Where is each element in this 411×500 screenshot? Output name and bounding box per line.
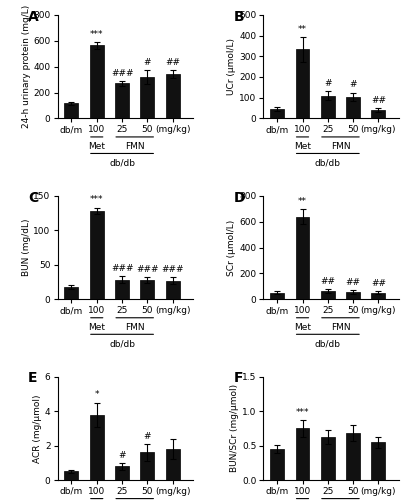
Text: FMN: FMN (331, 323, 350, 332)
Bar (296, 49, 309, 118)
Bar (90, 46, 104, 118)
Text: #: # (349, 80, 357, 90)
Text: ##: ## (371, 96, 386, 105)
Bar (372, 442, 386, 480)
Bar (65, 472, 79, 480)
Bar (141, 280, 154, 299)
Text: ##: ## (320, 278, 335, 286)
Bar (346, 96, 360, 118)
Bar (90, 414, 104, 480)
Text: A: A (28, 10, 39, 24)
Bar (296, 428, 309, 480)
Bar (65, 104, 79, 118)
Bar (65, 287, 79, 299)
Text: db/db: db/db (109, 340, 135, 348)
Text: Met: Met (88, 142, 105, 151)
Text: db/db: db/db (315, 158, 341, 168)
Y-axis label: 24-h urinary protein (mg/L): 24-h urinary protein (mg/L) (21, 5, 30, 128)
Bar (270, 109, 284, 118)
Text: #: # (143, 58, 151, 67)
Text: ##: ## (165, 58, 180, 67)
Bar (166, 280, 180, 299)
Bar (296, 216, 309, 299)
Text: #: # (324, 80, 332, 88)
Text: db/db: db/db (315, 340, 341, 348)
Bar (90, 211, 104, 299)
Text: F: F (233, 372, 243, 386)
Text: ##: ## (371, 279, 386, 288)
Y-axis label: UCr (μmol/L): UCr (μmol/L) (227, 38, 236, 95)
Y-axis label: SCr (μmol/L): SCr (μmol/L) (227, 220, 236, 276)
Y-axis label: ACR (mg/μmol): ACR (mg/μmol) (33, 394, 42, 462)
Text: #: # (118, 450, 126, 460)
Text: ###: ### (162, 265, 184, 274)
Text: **: ** (298, 24, 307, 34)
Bar (166, 449, 180, 480)
Text: FMN: FMN (125, 142, 145, 151)
Text: ##: ## (346, 278, 360, 287)
Text: #: # (143, 432, 151, 440)
Text: ###: ### (136, 265, 159, 274)
Bar (346, 433, 360, 480)
Bar (321, 96, 335, 118)
Bar (321, 438, 335, 480)
Text: Met: Met (88, 323, 105, 332)
Text: FMN: FMN (331, 142, 350, 151)
Y-axis label: BUN/SCr (mg/μmol): BUN/SCr (mg/μmol) (230, 384, 239, 472)
Text: Met: Met (294, 142, 311, 151)
Y-axis label: BUN (mg/dL): BUN (mg/dL) (21, 219, 30, 276)
Bar (115, 466, 129, 480)
Text: ***: *** (90, 196, 104, 204)
Text: ***: *** (296, 408, 309, 417)
Text: Met: Met (294, 323, 311, 332)
Bar (270, 292, 284, 299)
Text: ###: ### (111, 69, 133, 78)
Bar (321, 292, 335, 299)
Text: **: ** (298, 196, 307, 205)
Text: D: D (233, 190, 245, 204)
Bar (372, 110, 386, 118)
Bar (115, 84, 129, 118)
Bar (270, 449, 284, 480)
Bar (166, 74, 180, 118)
Bar (346, 292, 360, 299)
Bar (115, 280, 129, 299)
Bar (141, 77, 154, 118)
Text: ###: ### (111, 264, 133, 274)
Text: db/db: db/db (109, 158, 135, 168)
Text: FMN: FMN (125, 323, 145, 332)
Bar (372, 292, 386, 299)
Text: B: B (233, 10, 244, 24)
Text: C: C (28, 190, 38, 204)
Text: *: * (95, 390, 99, 400)
Bar (141, 452, 154, 480)
Text: E: E (28, 372, 37, 386)
Text: ***: *** (90, 30, 104, 39)
